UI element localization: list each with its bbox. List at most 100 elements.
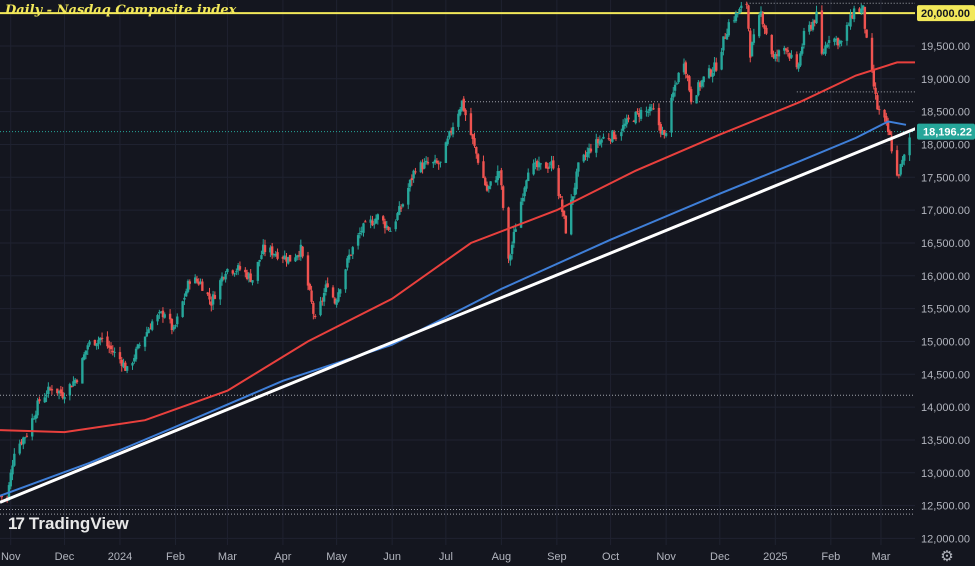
candle-body bbox=[627, 117, 630, 120]
candle-body bbox=[414, 171, 417, 173]
candle-body bbox=[9, 472, 12, 487]
candle-body bbox=[272, 253, 276, 255]
candle-body bbox=[181, 301, 184, 317]
candle-body bbox=[120, 359, 123, 366]
candle-body bbox=[462, 98, 465, 111]
candle-body bbox=[527, 172, 530, 182]
candle-body bbox=[725, 34, 729, 40]
candle-body bbox=[548, 166, 551, 168]
price-tick-label: 14,500.00 bbox=[921, 369, 970, 381]
candle-body bbox=[97, 339, 100, 344]
candle-body bbox=[482, 161, 485, 179]
candle-body bbox=[688, 76, 691, 91]
price-tick-label: 19,000.00 bbox=[921, 74, 970, 86]
candle-body bbox=[686, 75, 689, 78]
candle-body bbox=[747, 5, 750, 29]
candle-body bbox=[727, 22, 730, 36]
candle-body bbox=[885, 116, 888, 123]
candle-body bbox=[446, 138, 449, 145]
candle-body bbox=[874, 87, 877, 94]
candle-body bbox=[437, 163, 440, 165]
candle-body bbox=[287, 256, 290, 264]
grid bbox=[0, 0, 915, 545]
candle-body bbox=[99, 337, 102, 341]
candle-body bbox=[174, 325, 177, 327]
candle-body bbox=[32, 418, 36, 420]
candle-body bbox=[711, 72, 714, 77]
candle-body bbox=[809, 25, 813, 29]
candle-body bbox=[385, 225, 388, 229]
candle-body bbox=[458, 109, 462, 115]
candle-body bbox=[485, 184, 489, 191]
candle-body bbox=[815, 11, 818, 24]
candle-body bbox=[100, 337, 104, 339]
candle-body bbox=[888, 131, 892, 136]
price-labels: 20,000.00 18,196.22 bbox=[917, 5, 975, 140]
candle-body bbox=[770, 34, 773, 55]
candle-body bbox=[673, 84, 677, 91]
candle-body bbox=[625, 118, 628, 125]
candle-body bbox=[612, 131, 616, 140]
candle-body bbox=[326, 283, 329, 288]
candle-body bbox=[870, 37, 874, 71]
candle-body bbox=[632, 120, 636, 122]
candle-body bbox=[550, 161, 553, 166]
candle-body bbox=[70, 385, 73, 388]
candle-body bbox=[134, 348, 138, 360]
candle-body bbox=[659, 124, 662, 134]
candle-body bbox=[697, 82, 700, 96]
price-tick-label: 15,000.00 bbox=[921, 336, 970, 348]
candle-body bbox=[596, 139, 600, 144]
candle-body bbox=[598, 140, 602, 145]
candle-body bbox=[539, 163, 542, 165]
candle-body bbox=[20, 441, 23, 444]
candle-body bbox=[213, 295, 217, 299]
candle-body bbox=[664, 133, 668, 136]
candle-body bbox=[797, 64, 800, 69]
candle-body bbox=[61, 392, 64, 398]
candle-body bbox=[360, 230, 363, 232]
time-axis[interactable]: Nov Dec 2024 Feb Mar Apr May Jun Jul Aug Sep Oct Nov… bbox=[0, 545, 975, 566]
current-price-tag-text: 18,196.22 bbox=[923, 127, 972, 139]
candle-body bbox=[672, 92, 675, 98]
candle-body bbox=[199, 281, 202, 284]
candle-body bbox=[75, 380, 79, 383]
candle-body bbox=[324, 284, 328, 292]
candle-body bbox=[251, 280, 254, 283]
price-axis-bg bbox=[915, 0, 975, 566]
candle-body bbox=[419, 162, 422, 173]
time-tick-label: May bbox=[326, 551, 347, 563]
candle-body bbox=[510, 244, 514, 254]
time-tick-label: Dec bbox=[710, 551, 730, 563]
candle-body bbox=[514, 229, 517, 232]
candle-body bbox=[276, 252, 279, 259]
candle-body bbox=[840, 41, 843, 43]
candle-body bbox=[570, 199, 573, 235]
candle-body bbox=[133, 358, 136, 362]
candle-body bbox=[109, 345, 113, 350]
price-axis[interactable]: 12,000.00 12,500.00 13,000.00 13,500.00 14,0… bbox=[915, 0, 975, 566]
candle-body bbox=[270, 246, 274, 256]
candle-body bbox=[519, 201, 523, 228]
candle-body bbox=[890, 136, 893, 152]
candle-body bbox=[650, 108, 653, 110]
candle-body bbox=[236, 265, 240, 271]
candle-body bbox=[600, 139, 603, 143]
candle-body bbox=[620, 132, 623, 137]
candle-body bbox=[822, 52, 825, 54]
candle-body bbox=[684, 62, 688, 74]
candle-body bbox=[876, 95, 879, 110]
candle-body bbox=[423, 162, 426, 169]
price-tick-label: 17,500.00 bbox=[921, 172, 970, 184]
candle-body bbox=[95, 343, 98, 347]
candle-body bbox=[260, 255, 263, 260]
candle-body bbox=[421, 163, 424, 170]
candle-body bbox=[337, 292, 340, 302]
tradingview-logo[interactable]: 17 TradingView bbox=[8, 514, 129, 534]
candle-body bbox=[383, 221, 387, 229]
support-trendline bbox=[0, 125, 920, 504]
candle-body bbox=[847, 24, 850, 26]
gear-icon[interactable]: ⚙ bbox=[940, 548, 954, 565]
